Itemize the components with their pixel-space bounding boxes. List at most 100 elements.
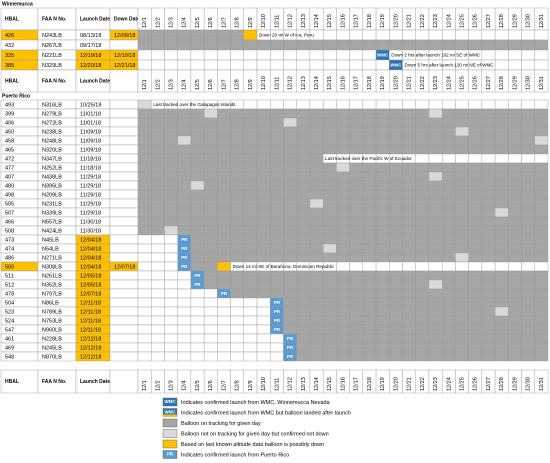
cell [296, 198, 311, 209]
cell [336, 99, 350, 110]
cell [494, 270, 509, 281]
cell [362, 324, 377, 335]
cell [494, 252, 509, 263]
cell [415, 135, 430, 146]
cell [455, 288, 469, 299]
cell [494, 297, 509, 308]
cell [283, 153, 297, 164]
cell [230, 207, 245, 218]
cell [521, 234, 535, 245]
cell [137, 216, 152, 227]
cell [402, 243, 416, 254]
cell [164, 180, 178, 191]
row-faa: N261LB [42, 273, 62, 279]
cell [256, 162, 271, 173]
cell [137, 39, 152, 51]
cell [217, 108, 231, 119]
row-launch: 12/11/18 [80, 300, 101, 306]
cell [190, 252, 205, 263]
row-hbal: 500 [5, 264, 14, 270]
cell [151, 144, 165, 155]
cell-label: PR [274, 300, 281, 305]
cell [494, 126, 509, 137]
cell [468, 324, 483, 335]
cell [494, 198, 509, 209]
cell [521, 108, 535, 119]
cell [137, 333, 152, 344]
cell-label: PR [221, 291, 228, 296]
row-faa: N209LB [42, 192, 62, 198]
row-faa: N797LB [42, 291, 62, 297]
cell [256, 135, 271, 146]
cell [164, 270, 178, 281]
cell [256, 59, 271, 71]
cell [521, 180, 535, 191]
cell [243, 279, 258, 290]
cell [109, 117, 139, 128]
row-hbal: 524 [5, 318, 14, 324]
cell [389, 315, 403, 326]
cell [270, 135, 284, 146]
cell [494, 279, 509, 290]
cell [534, 333, 549, 344]
day-header: 12/2 [155, 17, 161, 28]
cell [190, 243, 205, 254]
cell [521, 243, 535, 254]
row-launch: 09/17/18 [80, 43, 101, 49]
cell [336, 306, 350, 317]
cell [151, 59, 165, 71]
cell [534, 171, 549, 182]
cell [322, 234, 337, 245]
cell [375, 198, 390, 209]
cell [243, 243, 258, 254]
day-header: 12/2 [155, 380, 161, 391]
cell [109, 315, 139, 326]
cell [177, 144, 192, 155]
cell [296, 225, 311, 236]
day-header: 12/5 [195, 17, 201, 28]
cell [243, 198, 258, 209]
cell [283, 216, 297, 227]
cell [455, 234, 469, 245]
cell [415, 126, 430, 137]
row-faa: N267LB [42, 43, 62, 49]
cell [137, 117, 152, 128]
cell [151, 270, 165, 281]
cell [256, 216, 271, 227]
cell [428, 216, 443, 227]
cell [481, 333, 496, 344]
cell [283, 117, 297, 128]
cell [243, 126, 258, 137]
cell [322, 144, 337, 155]
cell [296, 49, 311, 61]
row-faa: N316LB [42, 102, 62, 108]
cell [481, 270, 496, 281]
cell [468, 29, 483, 41]
cell [389, 324, 403, 335]
cell [203, 216, 218, 227]
cell [455, 252, 469, 263]
cell [521, 306, 535, 317]
row-hbal: 385 [5, 63, 14, 69]
cell [336, 333, 350, 344]
cell [455, 189, 469, 200]
cell [534, 69, 549, 93]
cell [283, 126, 297, 137]
cell [164, 153, 178, 164]
row-launch: 12/20/18 [80, 63, 101, 69]
cell [296, 279, 311, 290]
cell [296, 270, 311, 281]
cell [177, 342, 192, 353]
row-hbal: 465 [5, 147, 14, 153]
cell [164, 39, 178, 51]
row-launch: 12/07/18 [80, 291, 101, 297]
cell [508, 252, 522, 263]
cell [375, 29, 390, 41]
cell [217, 225, 231, 236]
cell [309, 171, 324, 182]
legend-swatch-label: PR [167, 452, 174, 457]
cell [336, 324, 350, 335]
cell [336, 117, 350, 128]
cell [109, 351, 139, 362]
cell [270, 288, 284, 299]
